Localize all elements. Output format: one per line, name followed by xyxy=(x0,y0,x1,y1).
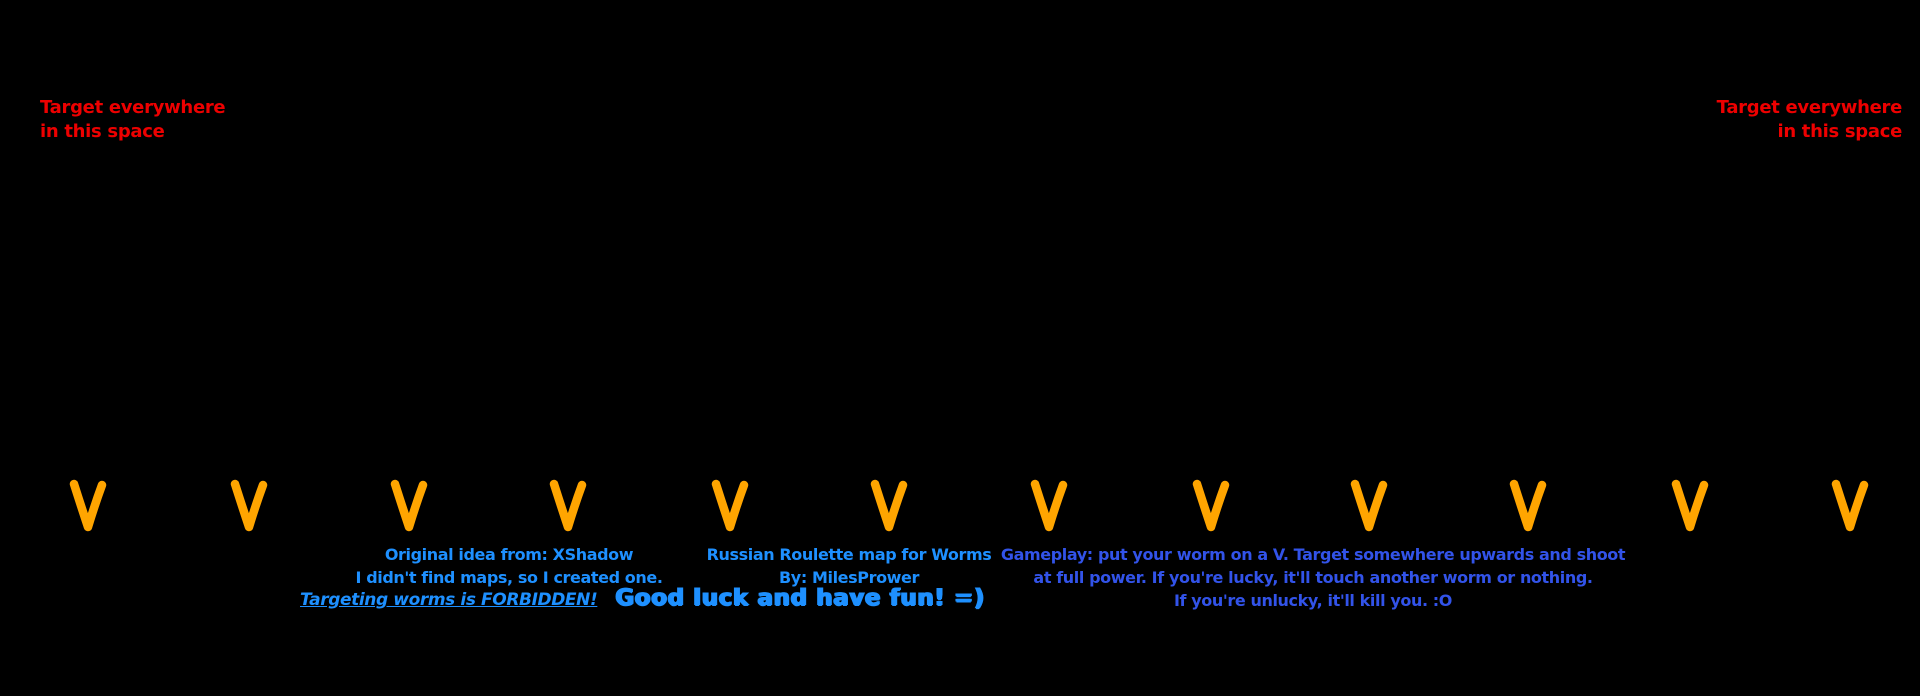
warning-row: Targeting worms is FORBIDDEN! Good luck … xyxy=(300,585,985,611)
credits-origin: Original idea from: XShadow I didn't fin… xyxy=(355,543,662,589)
v-marker-5 xyxy=(710,478,750,532)
v-marker-1 xyxy=(68,478,108,532)
credits-origin-line2: I didn't find maps, so I created one. xyxy=(355,568,663,587)
v-marker-3 xyxy=(389,478,429,532)
v-marker-7 xyxy=(1029,478,1069,532)
v-icon xyxy=(390,479,428,532)
v-icon xyxy=(1671,479,1709,532)
credits-info-line2: By: MilesPrower xyxy=(778,568,919,587)
v-icon xyxy=(230,479,268,532)
target-note-right-line1: Target everywhere xyxy=(1716,97,1903,118)
v-marker-6 xyxy=(869,478,909,532)
target-note-left-line2: in this space xyxy=(40,121,165,142)
v-marker-8 xyxy=(1191,478,1231,532)
v-icon xyxy=(711,479,749,532)
v-icon xyxy=(69,479,107,532)
v-icon xyxy=(870,479,908,532)
target-note-left-line1: Target everywhere xyxy=(40,97,226,118)
target-note-left: Target everywhere in this space xyxy=(40,96,226,144)
credits-gameplay-line3: If you're unlucky, it'll kill you. :O xyxy=(1173,591,1453,610)
v-icon xyxy=(1831,479,1869,532)
v-icon xyxy=(549,479,587,532)
credits-gameplay-line2: at full power. If you're lucky, it'll to… xyxy=(1033,568,1593,587)
v-icon xyxy=(1192,479,1230,532)
target-note-right-line2: in this space xyxy=(1777,121,1902,142)
credits-info: Russian Roulette map for Worms By: Miles… xyxy=(707,543,992,589)
v-marker-11 xyxy=(1670,478,1710,532)
v-icon xyxy=(1030,479,1068,532)
credits-gameplay-line1: Gameplay: put your worm on a V. Target s… xyxy=(1000,545,1626,564)
v-icon xyxy=(1509,479,1547,532)
credits-origin-line1: Original idea from: XShadow xyxy=(384,545,634,564)
credits-info-line1: Russian Roulette map for Worms xyxy=(706,545,992,564)
target-note-right: Target everywhere in this space xyxy=(1716,96,1903,144)
wish-text: Good luck and have fun! =) xyxy=(615,585,985,611)
v-marker-4 xyxy=(548,478,588,532)
warning-text: Targeting worms is FORBIDDEN! xyxy=(300,590,598,610)
v-marker-10 xyxy=(1508,478,1548,532)
credits-gameplay: Gameplay: put your worm on a V. Target s… xyxy=(1000,543,1626,612)
v-marker-9 xyxy=(1349,478,1389,532)
v-marker-12 xyxy=(1830,478,1870,532)
v-marker-2 xyxy=(229,478,269,532)
v-icon xyxy=(1350,479,1388,532)
